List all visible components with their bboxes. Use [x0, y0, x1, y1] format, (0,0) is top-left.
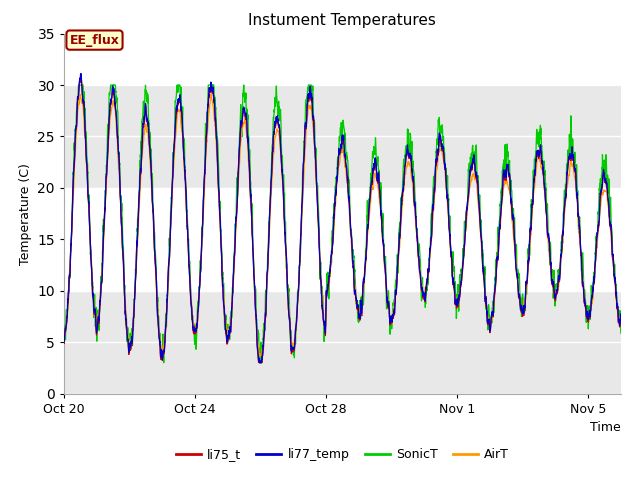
li75_t: [77, 73, 84, 79]
SonicT: [606, 203, 614, 209]
Text: EE_flux: EE_flux: [70, 34, 120, 47]
AirT: [617, 322, 625, 328]
Line: SonicT: SonicT: [64, 85, 621, 363]
Legend: li75_t, li77_temp, SonicT, AirT: li75_t, li77_temp, SonicT, AirT: [171, 443, 514, 466]
li75_t: [274, 118, 282, 123]
li77_temp: [157, 353, 164, 359]
li75_t: [60, 339, 68, 345]
li77_temp: [124, 336, 132, 342]
SonicT: [124, 325, 132, 331]
Bar: [64, 188, 621, 291]
Line: AirT: AirT: [64, 95, 621, 356]
li77_temp: [298, 202, 306, 207]
li77_temp: [256, 360, 264, 366]
li75_t: [547, 257, 554, 263]
AirT: [298, 208, 306, 214]
SonicT: [547, 246, 554, 252]
Bar: [64, 34, 621, 85]
AirT: [274, 127, 282, 133]
Title: Instument Temperatures: Instument Temperatures: [248, 13, 436, 28]
li77_temp: [60, 337, 68, 343]
Y-axis label: Temperature (C): Temperature (C): [19, 163, 32, 264]
SonicT: [298, 198, 306, 204]
li75_t: [124, 337, 132, 343]
li75_t: [298, 204, 306, 209]
Line: li77_temp: li77_temp: [64, 73, 621, 363]
SonicT: [617, 330, 625, 336]
li77_temp: [617, 311, 625, 317]
li75_t: [606, 221, 614, 227]
li75_t: [617, 313, 625, 319]
SonicT: [75, 82, 83, 88]
li75_t: [157, 356, 164, 361]
SonicT: [160, 360, 168, 366]
AirT: [606, 223, 614, 229]
Bar: [64, 85, 621, 188]
Line: li75_t: li75_t: [64, 76, 621, 363]
li77_temp: [77, 71, 84, 76]
AirT: [547, 259, 554, 265]
li77_temp: [547, 255, 554, 261]
AirT: [257, 353, 265, 359]
li77_temp: [274, 117, 282, 123]
li75_t: [255, 360, 263, 366]
SonicT: [274, 113, 282, 119]
AirT: [60, 331, 68, 337]
li77_temp: [606, 219, 614, 225]
SonicT: [157, 347, 164, 353]
X-axis label: Time: Time: [590, 421, 621, 434]
Bar: [64, 291, 621, 394]
AirT: [124, 330, 131, 336]
AirT: [207, 92, 214, 97]
SonicT: [60, 322, 68, 328]
AirT: [157, 344, 164, 350]
